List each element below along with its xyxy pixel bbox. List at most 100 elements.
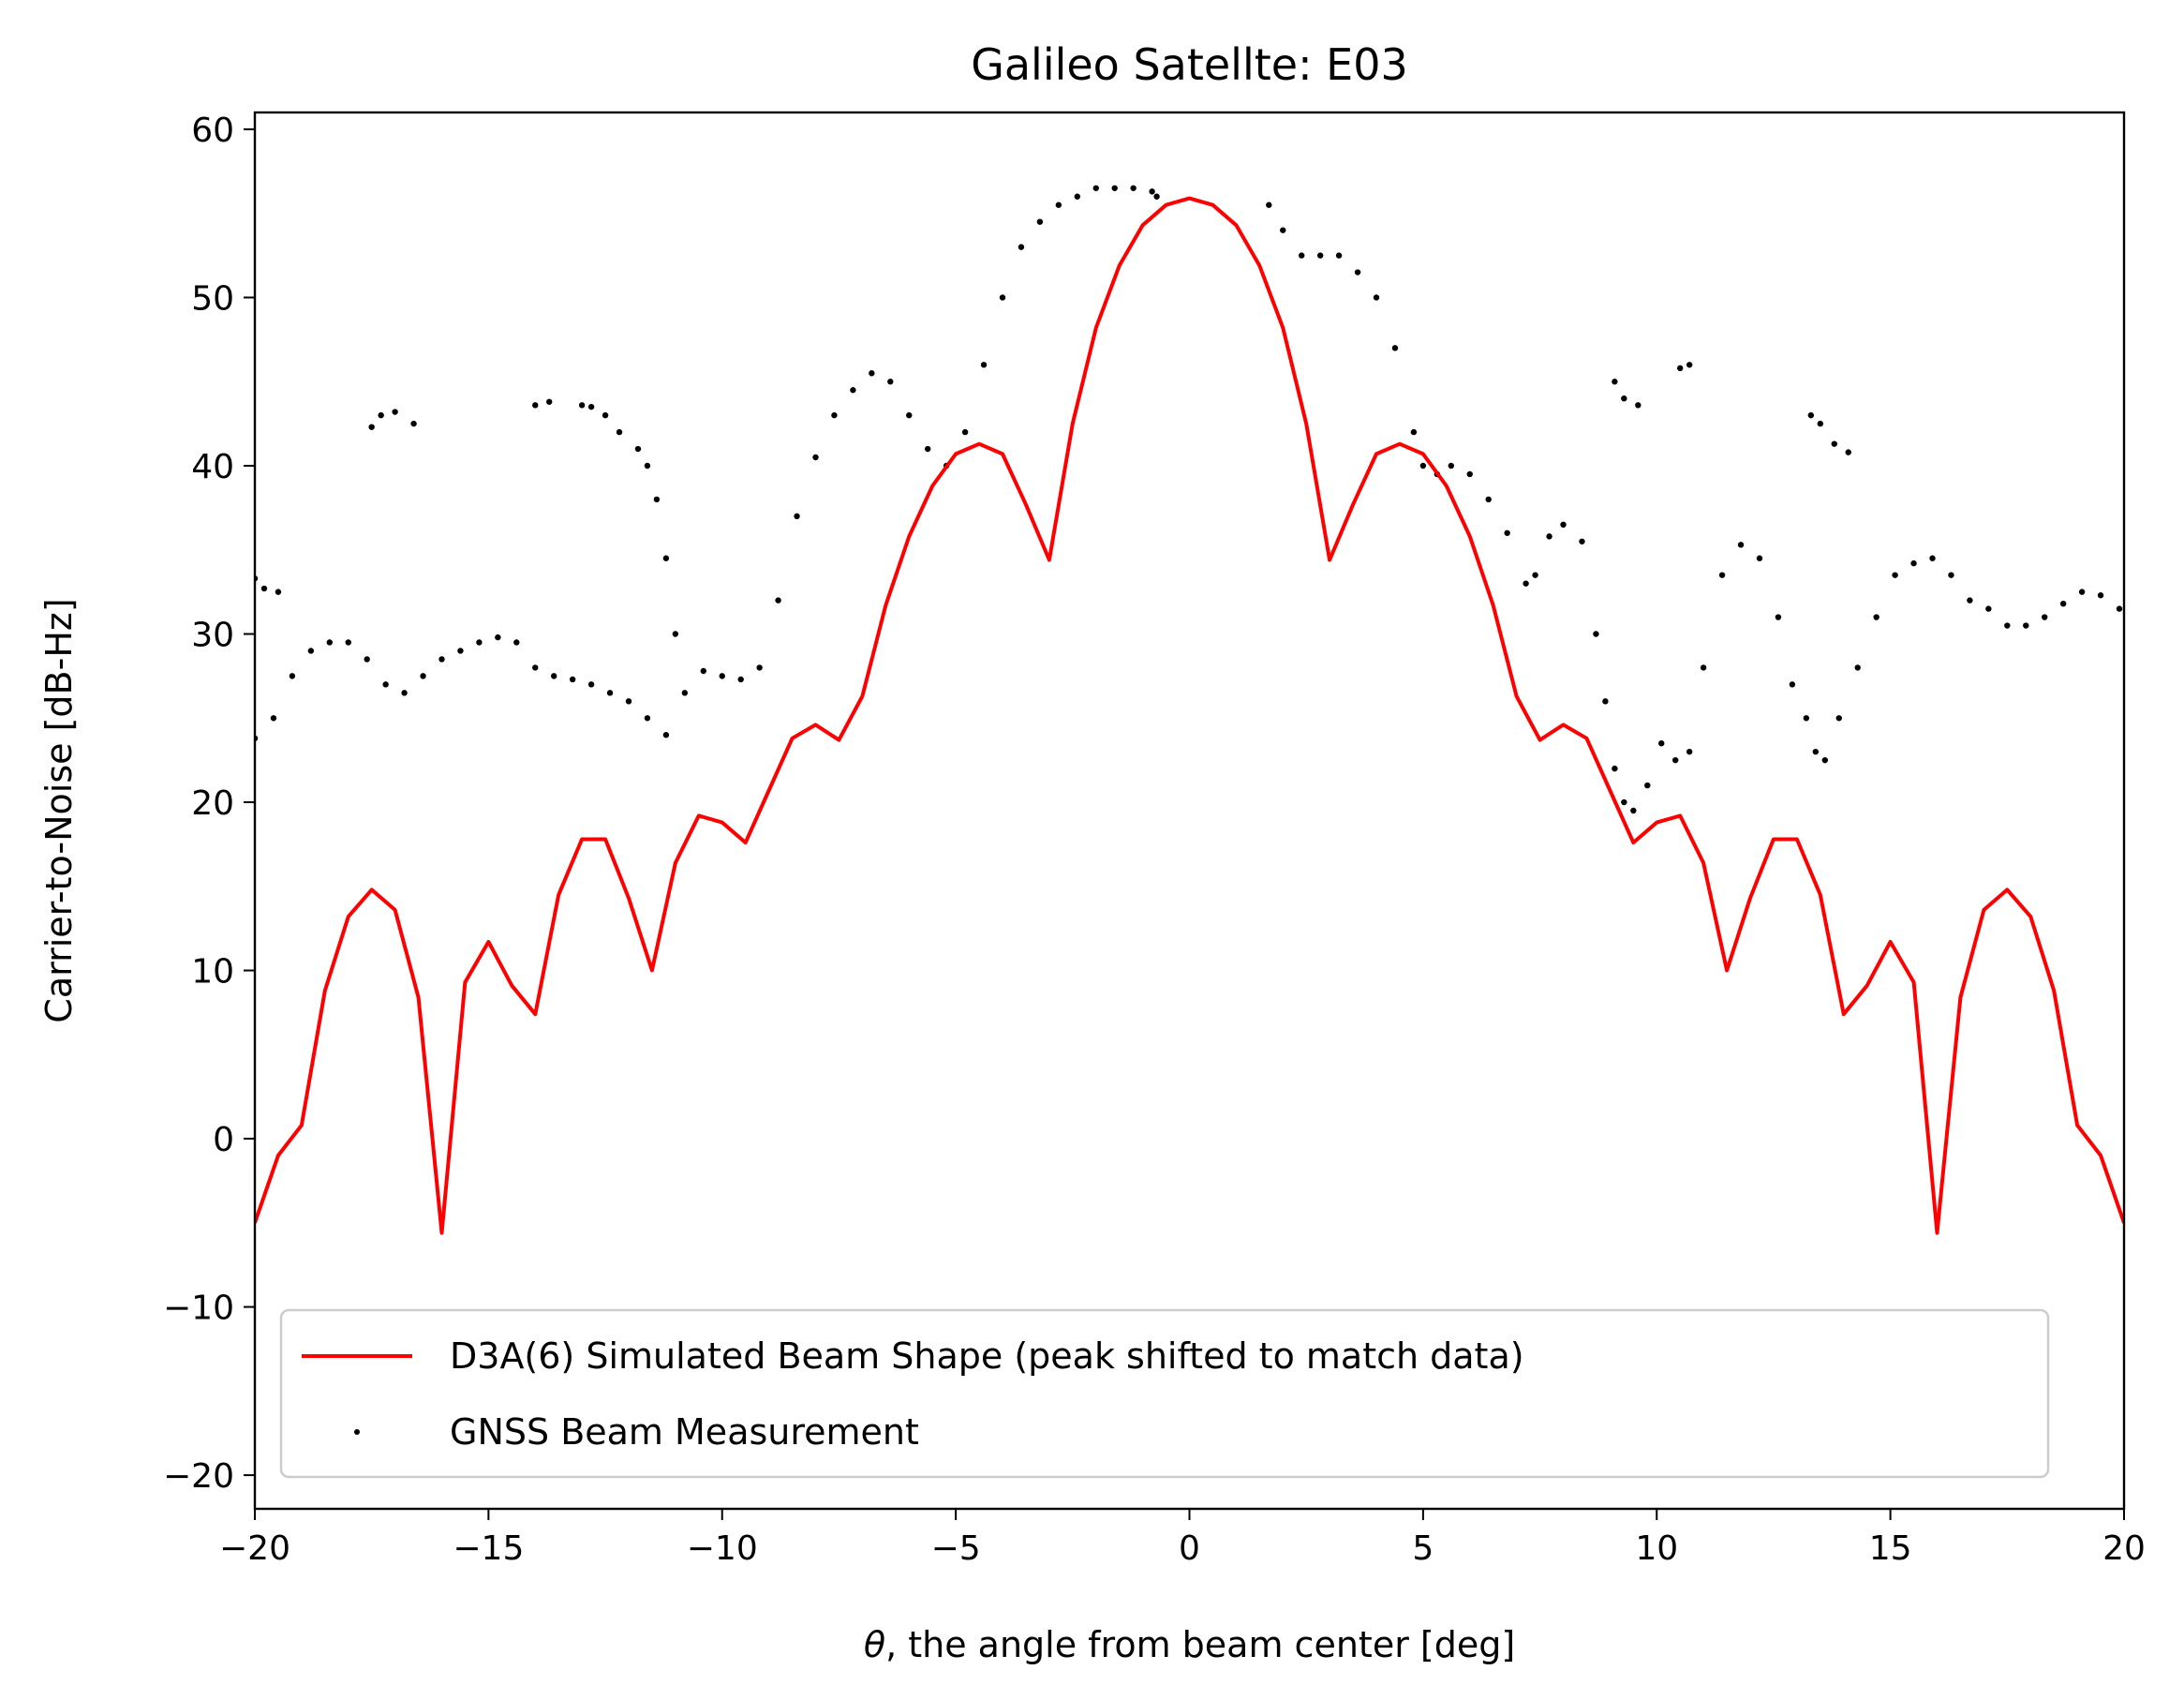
measurement-point [1686, 362, 1693, 368]
measurement-point [653, 496, 661, 503]
measurement-point [2004, 622, 2011, 629]
measurement-point [1676, 365, 1684, 372]
measurement-point [644, 715, 651, 722]
measurement-point [1948, 572, 1954, 578]
measurement-point [569, 676, 576, 683]
measurement-point [438, 656, 445, 663]
x-tick-label: 10 [1635, 1529, 1678, 1568]
measurement-point [275, 589, 282, 595]
measurement-point [737, 676, 744, 683]
measurement-point [681, 690, 689, 696]
measurement-point [401, 690, 408, 696]
measurement-point [495, 634, 501, 641]
measurement-point [378, 411, 384, 419]
measurement-point [1817, 420, 1824, 427]
measurement-point [364, 656, 370, 663]
measurement-point [1354, 269, 1361, 276]
measurement-point [345, 639, 351, 646]
measurement-point [925, 445, 931, 453]
measurement-point [2023, 622, 2029, 629]
measurement-point [1621, 395, 1627, 402]
measurement-point [1055, 201, 1062, 208]
x-axis-title: θ, the angle from beam center [deg] [864, 1624, 1515, 1665]
measurement-point [606, 690, 614, 696]
measurement-point [260, 585, 268, 592]
plot-frame [253, 111, 2126, 1511]
measurement-point [1391, 345, 1399, 351]
x-axis-title-symbol: θ [864, 1624, 885, 1665]
measurement-point [1410, 428, 1418, 436]
measurement-point [1018, 244, 1025, 250]
measurement-point [1672, 756, 1679, 764]
measurement-point [2042, 614, 2048, 620]
measurement-point [1579, 538, 1585, 544]
measurement-point [1266, 201, 1272, 208]
measurement-point [1718, 572, 1726, 578]
measurement-point [1448, 462, 1455, 470]
measurement-point [700, 667, 706, 675]
legend-label-simulated: D3A(6) Simulated Beam Shape (peak shifte… [450, 1335, 1524, 1377]
measurement-point [392, 409, 398, 415]
measurement-point [644, 462, 651, 470]
measurement-point [1504, 529, 1510, 536]
legend-label-measurement: GNSS Beam Measurement [450, 1411, 919, 1453]
y-axis-title: Carrier-to-Noise [dB-Hz] [38, 598, 80, 1022]
measurement-point [1560, 521, 1567, 529]
measurement-point [307, 648, 315, 654]
measurement-point [532, 402, 539, 409]
simulated-beam-line [255, 196, 2124, 1235]
measurement-point [368, 424, 375, 430]
measurement-point [672, 631, 679, 637]
y-tick-label: 30 [191, 617, 234, 655]
measurement-point [1612, 379, 1618, 385]
measurement-point [1602, 698, 1609, 705]
measurement-point [1485, 496, 1492, 503]
measurement-point [1523, 580, 1529, 587]
measurement-point [1789, 681, 1796, 688]
y-tick-label: 40 [191, 448, 234, 486]
measurement-point [980, 362, 988, 368]
x-tick-label: 5 [1412, 1529, 1434, 1568]
measurement-point [326, 639, 333, 646]
gnss-measurement-points [255, 185, 2123, 814]
measurement-point [1845, 449, 1851, 455]
measurement-point [1807, 411, 1815, 419]
measurement-point [1910, 559, 1917, 567]
x-tick-label: 20 [2102, 1529, 2146, 1568]
x-axis-title-text: , the angle from beam center [deg] [885, 1624, 1515, 1665]
measurement-point [1280, 227, 1286, 233]
measurement-point [587, 403, 595, 410]
measurement-point [1419, 462, 1427, 470]
measurement-point [382, 681, 389, 688]
plot-area [255, 185, 2124, 1235]
measurement-point [476, 639, 483, 646]
measurement-point [2097, 592, 2104, 599]
x-tick-label: −15 [453, 1529, 524, 1568]
x-tick-label: 0 [1179, 1529, 1200, 1568]
measurement-point [1335, 252, 1343, 259]
measurement-point [1036, 218, 1044, 225]
measurement-point [756, 664, 763, 671]
measurement-point [578, 402, 586, 409]
y-tick-label: 20 [191, 784, 234, 823]
measurement-point [1316, 252, 1324, 259]
legend-dot-swatch [354, 1429, 360, 1435]
y-tick-label: −20 [163, 1457, 234, 1496]
measurement-point [270, 715, 277, 722]
y-tick-label: −10 [163, 1290, 234, 1328]
measurement-point [1546, 533, 1553, 540]
measurement-point [2116, 605, 2123, 612]
measurement-point [1812, 748, 1820, 755]
measurement-point [2078, 589, 2086, 595]
measurement-point [1892, 572, 1898, 578]
measurement-point [546, 398, 553, 405]
measurement-point [662, 555, 670, 561]
measurement-point [1803, 715, 1810, 722]
measurement-point [410, 420, 417, 427]
measurement-point [616, 428, 623, 436]
y-tick-label: 50 [191, 279, 234, 318]
measurement-point [1929, 555, 1936, 561]
x-tick-label: 15 [1869, 1529, 1912, 1568]
measurement-point [1737, 542, 1745, 548]
measurement-point [850, 387, 856, 394]
